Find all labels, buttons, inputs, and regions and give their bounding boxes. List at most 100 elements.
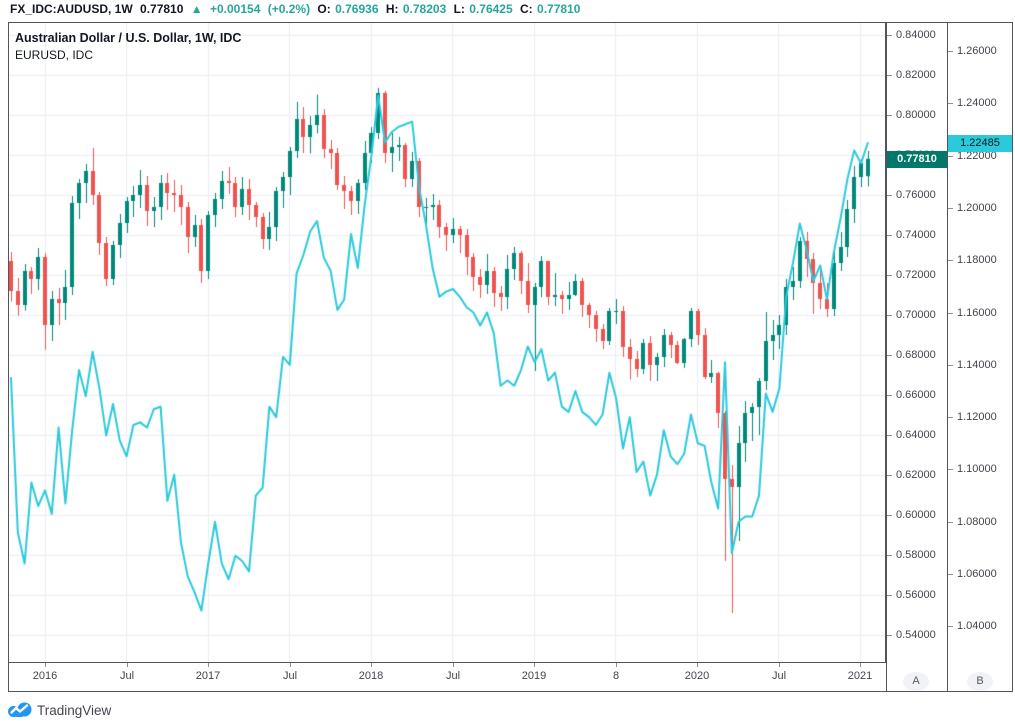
price-tick-mark xyxy=(948,469,953,470)
last-price: 0.77810 xyxy=(140,2,184,16)
price-tick-label: 0.76000 xyxy=(896,189,936,201)
price-tick-label: 0.80000 xyxy=(896,109,936,121)
price-tick-label: 1.20000 xyxy=(957,202,997,214)
time-tick-mark xyxy=(534,663,535,667)
price-tick-mark xyxy=(948,260,953,261)
time-tick-label: 2017 xyxy=(195,670,221,682)
price-tick-label: 0.68000 xyxy=(896,349,936,361)
price-tick-mark xyxy=(887,355,892,356)
time-tick-label: 2021 xyxy=(847,670,873,682)
price-tick-mark xyxy=(887,315,892,316)
price-tick-mark xyxy=(887,555,892,556)
time-tick-label: 2018 xyxy=(358,670,384,682)
price-change: +0.00154 xyxy=(209,2,261,16)
time-tick-label: Jul xyxy=(771,670,787,682)
time-tick-label: 8 xyxy=(612,670,620,682)
price-tick-mark xyxy=(948,156,953,157)
time-tick-label: Jul xyxy=(119,670,135,682)
price-tick-mark xyxy=(887,115,892,116)
price-tick-label: 1.18000 xyxy=(957,254,997,266)
price-tick-label: 0.64000 xyxy=(896,429,936,441)
high-label: H: xyxy=(385,2,399,16)
price-scale-a[interactable]: 0.77810 0.840000.820000.800000.780000.76… xyxy=(886,22,947,691)
price-tick-mark xyxy=(887,515,892,516)
time-tick-mark xyxy=(616,663,617,667)
price-tick-label: 0.62000 xyxy=(896,469,936,481)
time-tick-mark xyxy=(371,663,372,667)
price-tick-mark xyxy=(887,595,892,596)
price-tick-mark xyxy=(887,475,892,476)
price-tick-label: 1.12000 xyxy=(957,411,997,423)
price-tick-mark xyxy=(887,635,892,636)
time-tick-label: 2020 xyxy=(684,670,710,682)
price-tick-mark xyxy=(887,395,892,396)
symbol-name[interactable]: FX_IDC:AUDUSD, 1W xyxy=(10,2,133,16)
price-change-percent: (+0.2%) xyxy=(267,2,311,16)
price-tick-mark xyxy=(948,417,953,418)
open-value: 0.76936 xyxy=(335,2,379,16)
price-tick-label: 0.70000 xyxy=(896,309,936,321)
price-tick-label: 1.08000 xyxy=(957,516,997,528)
price-tick-label: 0.60000 xyxy=(896,509,936,521)
price-tick-label: 1.06000 xyxy=(957,568,997,580)
price-tick-mark xyxy=(948,574,953,575)
time-tick-label: 2016 xyxy=(32,670,58,682)
time-tick-mark xyxy=(453,663,454,667)
price-chart-canvas[interactable] xyxy=(9,23,885,662)
price-tick-mark xyxy=(887,275,892,276)
price-tick-label: 1.16000 xyxy=(957,307,997,319)
low-value: 0.76425 xyxy=(469,2,513,16)
price-scale-b[interactable]: 1.22485 1.26000 1.24000 1.22000 1.20000 1.18… xyxy=(947,22,1013,691)
price-tick-label: 1.24000 xyxy=(957,97,997,109)
time-tick-mark xyxy=(697,663,698,667)
price-tick-mark xyxy=(948,626,953,627)
price-tick-label: 1.22000 xyxy=(957,150,997,162)
price-tick-mark xyxy=(887,435,892,436)
price-tick-mark xyxy=(887,235,892,236)
scale-a-button[interactable]: A xyxy=(903,672,929,691)
price-tick-mark xyxy=(948,103,953,104)
price-tick-label: 1.14000 xyxy=(957,359,997,371)
price-tick-label: 1.26000 xyxy=(957,45,997,57)
price-tick-label: 0.74000 xyxy=(896,229,936,241)
current-price-label-eurusd: 1.22485 xyxy=(948,135,1012,152)
time-tick-mark xyxy=(208,663,209,667)
price-tick-mark xyxy=(887,35,892,36)
time-tick-label: Jul xyxy=(282,670,298,682)
low-label: L: xyxy=(453,2,465,16)
price-tick-mark xyxy=(948,51,953,52)
up-arrow-icon: ▲ xyxy=(190,2,203,16)
price-tick-label: 0.58000 xyxy=(896,549,936,561)
price-tick-mark xyxy=(948,208,953,209)
price-tick-mark xyxy=(948,365,953,366)
time-tick-mark xyxy=(45,663,46,667)
time-tick-label: 2019 xyxy=(521,670,547,682)
price-tick-label: 1.04000 xyxy=(957,620,997,632)
time-tick-label: Jul xyxy=(445,670,461,682)
time-axis[interactable]: 2016 Jul 2017 Jul 2018 Jul 2019 8 2020 Jul 2021 xyxy=(8,663,886,691)
chart-plot-area[interactable]: Australian Dollar / U.S. Dollar, 1W, IDC… xyxy=(8,22,886,663)
price-tick-label: 0.56000 xyxy=(896,589,936,601)
price-tick-mark xyxy=(948,522,953,523)
price-tick-label: 0.54000 xyxy=(896,629,936,641)
high-value: 0.78203 xyxy=(402,2,447,16)
quote-header: FX_IDC:AUDUSD, 1W 0.77810 ▲ +0.00154 (+0… xyxy=(10,2,584,18)
price-tick-label: 1.10000 xyxy=(957,463,997,475)
time-tick-mark xyxy=(779,663,780,667)
scale-b-button[interactable]: B xyxy=(967,672,993,691)
price-tick-mark xyxy=(887,75,892,76)
tradingview-brand-text: TradingView xyxy=(37,702,112,718)
legend-overlay-series[interactable]: EURUSD, IDC xyxy=(15,48,94,62)
price-tick-label: 0.82000 xyxy=(896,69,936,81)
tradingview-watermark[interactable]: TradingView xyxy=(8,699,111,721)
legend-main-series[interactable]: Australian Dollar / U.S. Dollar, 1W, IDC xyxy=(15,31,242,45)
bottom-border xyxy=(8,691,1013,692)
time-tick-mark xyxy=(290,663,291,667)
price-tick-label: 0.66000 xyxy=(896,389,936,401)
price-tick-label: 0.72000 xyxy=(896,269,936,281)
close-label: C: xyxy=(520,2,533,16)
time-tick-mark xyxy=(127,663,128,667)
close-value: 0.77810 xyxy=(537,2,581,16)
current-price-label-audusd: 0.77810 xyxy=(887,151,947,168)
tradingview-logo-icon xyxy=(8,702,32,717)
